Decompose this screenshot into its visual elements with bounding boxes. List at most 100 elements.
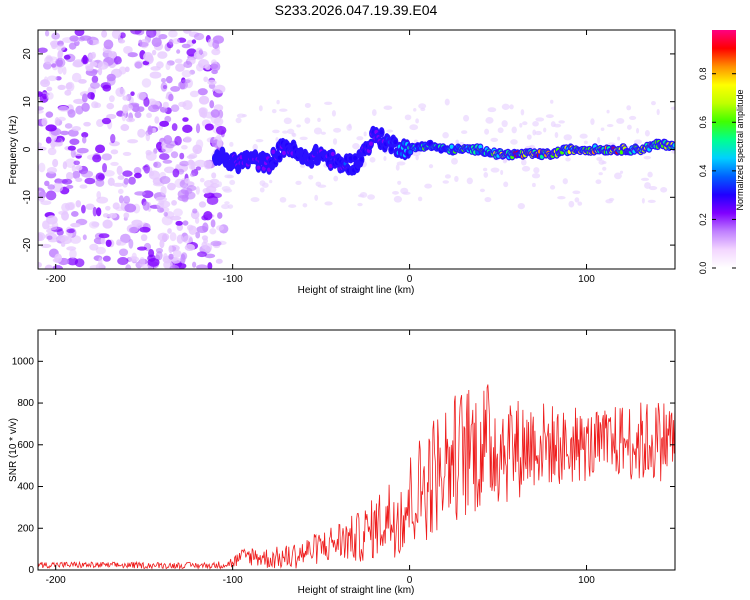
spectrogram-cell <box>75 105 84 115</box>
spectrogram-cell <box>173 208 183 217</box>
spectrogram-cell <box>643 155 652 160</box>
spectrogram-cell <box>229 141 234 147</box>
spectrogram-cell <box>149 71 162 79</box>
spectrogram-cell <box>286 128 295 134</box>
spectrogram-cell <box>647 171 653 178</box>
spectrogram-cell <box>68 42 77 50</box>
spectrogram-ytick-label: -10 <box>22 190 33 205</box>
spectrogram-ridge-cell <box>672 143 675 148</box>
spectrogram-cell <box>358 194 365 198</box>
snr-ytick-label: 200 <box>17 523 34 534</box>
spectrogram-cell <box>195 186 200 195</box>
spectrogram-cell <box>183 136 192 143</box>
spectrogram-cell <box>117 257 129 266</box>
spectrogram-cell <box>534 130 542 136</box>
spectrogram-cell <box>139 226 151 233</box>
spectrogram-cell <box>195 139 204 150</box>
spectrogram-cell <box>535 117 545 122</box>
spectrogram-cell <box>272 129 280 134</box>
spectrogram-cell <box>605 199 613 204</box>
spectrogram-cell <box>483 171 489 178</box>
spectrogram-ridge-cell <box>328 163 333 169</box>
spectrogram-cell <box>38 162 46 173</box>
spectrogram-cell <box>308 174 314 180</box>
spectrogram-cell <box>67 257 79 266</box>
spectrogram-cell <box>108 95 115 103</box>
spectrogram-ridge-cell <box>330 151 335 157</box>
spectrogram-cell <box>201 241 208 250</box>
spectrogram-cell <box>46 92 54 100</box>
spectrogram-cell <box>167 228 172 234</box>
spectrogram-cell <box>397 180 402 185</box>
spectrogram-ridge-cell <box>308 158 315 169</box>
snr-ytick-label: 1000 <box>12 356 35 367</box>
spectrogram-cell <box>195 47 203 55</box>
snr-ytick-label: 0 <box>28 565 34 576</box>
spectrogram-cell <box>348 123 352 129</box>
spectrogram-cell <box>124 203 137 213</box>
spectrogram-cell <box>56 44 66 52</box>
spectrogram-cell <box>221 204 230 210</box>
spectrogram-xtick-label: -200 <box>46 274 66 285</box>
spectrogram-cell <box>198 58 210 69</box>
spectrogram-cell <box>176 234 184 244</box>
spectrogram-cell <box>517 202 525 210</box>
spectrogram-cell <box>356 136 364 141</box>
spectrogram-cell <box>88 39 94 45</box>
spectrogram-cell <box>418 103 427 109</box>
spectrogram-cell <box>181 69 192 78</box>
spectrogram-cell <box>110 161 119 166</box>
snr-xtick-label: -100 <box>223 575 243 586</box>
snr-ytick-label: 800 <box>17 398 34 409</box>
spectrogram-cell <box>409 124 419 131</box>
spectrogram-cell <box>357 202 363 207</box>
spectrogram-cell <box>123 46 133 55</box>
spectrogram-cell <box>224 201 230 205</box>
spectrogram-cell <box>52 265 63 269</box>
spectrogram-cell <box>276 99 280 105</box>
spectrogram-cell <box>130 30 142 35</box>
spectrogram-cell <box>163 253 168 261</box>
spectrogram-cell <box>175 220 183 226</box>
spectrogram-cell <box>304 102 311 108</box>
spectrogram-cell <box>176 49 181 54</box>
spectrogram-cell <box>140 234 148 242</box>
spectrogram-cell <box>172 168 180 178</box>
spectrogram-cell <box>302 203 308 208</box>
spectrogram-cell <box>85 203 95 210</box>
spectrogram-cell <box>626 105 632 111</box>
colorbar-tick-label: 0.4 <box>698 165 708 178</box>
spectrogram-cell <box>38 233 44 242</box>
spectrogram-xlabel: Height of straight line (km) <box>298 285 415 296</box>
spectrogram-cell <box>47 225 58 231</box>
spectrogram-cell <box>332 138 338 145</box>
spectrogram-cell <box>102 162 107 173</box>
spectrogram-cell <box>320 131 327 135</box>
spectrogram-cell <box>69 138 80 145</box>
spectrogram-cell <box>193 32 205 41</box>
spectrogram-cell <box>160 82 168 92</box>
spectrogram-cell <box>97 61 109 70</box>
colorbar-tick-label: 0.6 <box>698 116 708 129</box>
spectrogram-cell <box>424 183 433 189</box>
spectrogram-cell <box>157 207 165 213</box>
spectrogram-cell <box>89 264 102 269</box>
spectrogram-cell <box>116 241 126 246</box>
spectrogram-cell <box>164 115 172 123</box>
spectrogram-cell <box>236 113 246 118</box>
spectrogram-cell <box>162 101 169 109</box>
spectrogram-cell <box>259 187 265 193</box>
spectrogram-cell <box>181 144 188 150</box>
spectrogram-cell <box>602 166 607 171</box>
spectrogram-cell <box>211 192 222 199</box>
spectrogram-cell <box>121 111 127 122</box>
spectrogram-cell <box>574 197 580 203</box>
spectrogram-cell <box>202 187 211 194</box>
spectrogram-cell <box>134 172 142 179</box>
spectrogram-cell <box>165 62 171 71</box>
spectrogram-cell <box>184 177 190 184</box>
spectrogram-cell <box>39 190 47 199</box>
spectrogram-cell <box>142 201 150 211</box>
spectrogram-cell <box>217 181 222 188</box>
